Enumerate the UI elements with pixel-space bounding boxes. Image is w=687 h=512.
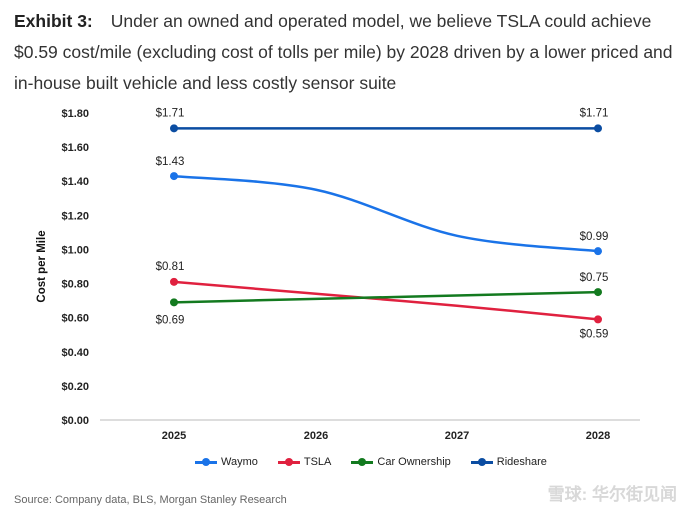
data-point xyxy=(594,315,602,324)
y-tick-label: $1.60 xyxy=(61,142,89,154)
legend-marker xyxy=(284,458,293,466)
x-tick-label: 2026 xyxy=(304,430,328,442)
y-tick-label: $0.00 xyxy=(61,415,89,427)
y-tick-label: $0.80 xyxy=(61,279,89,291)
series-line-waymo xyxy=(173,174,599,253)
data-point xyxy=(170,298,178,307)
series-line-car-ownership xyxy=(173,290,599,304)
y-axis-label: Cost per Mile xyxy=(36,230,48,302)
line-chart: $0.00 $0.20 $0.40 $0.60 $0.80 $1.00 $1.20 $1.40… xyxy=(36,107,640,442)
data-label: $0.59 xyxy=(580,328,609,340)
x-tick-label: 2027 xyxy=(445,430,469,442)
chart-legend: Waymo TSLA Car Ownership Rideshare xyxy=(195,456,547,468)
x-tick-label: 2025 xyxy=(162,430,186,442)
chart-title: Exhibit 3: Under an owned and operated mo… xyxy=(14,6,682,99)
title-text: Under an owned and operated model, we be… xyxy=(14,11,673,93)
series-line-tsla xyxy=(173,280,599,321)
legend-marker xyxy=(477,458,486,466)
y-tick-label: $0.40 xyxy=(61,347,89,359)
legend-swatch xyxy=(351,457,374,467)
x-tick-label: 2028 xyxy=(586,430,610,442)
data-point xyxy=(594,247,602,256)
legend-item: Waymo xyxy=(195,456,258,468)
watermark: 雪球: 华尔街见闻 xyxy=(547,485,677,504)
data-label: $0.75 xyxy=(580,272,609,284)
legend-label: Car Ownership xyxy=(377,456,451,468)
legend-item: Rideshare xyxy=(470,456,547,468)
data-label: $0.81 xyxy=(156,261,185,273)
y-tick-label: $0.60 xyxy=(61,313,89,325)
legend-item: TSLA xyxy=(277,456,332,468)
data-point xyxy=(170,277,178,286)
data-point xyxy=(594,124,602,133)
legend-swatch xyxy=(470,457,493,467)
data-label: $1.71 xyxy=(580,107,609,119)
legend-label: TSLA xyxy=(303,456,332,468)
y-tick-label: $1.00 xyxy=(61,244,89,256)
legend-swatch xyxy=(277,457,300,467)
y-tick-label: $1.80 xyxy=(61,108,89,120)
data-label: $0.99 xyxy=(580,231,609,243)
data-point xyxy=(170,124,178,133)
data-label: $1.43 xyxy=(156,156,185,168)
y-tick-label: $0.20 xyxy=(61,381,89,393)
legend-label: Waymo xyxy=(221,456,258,468)
y-tick-label: $1.20 xyxy=(61,210,89,222)
legend-item: Car Ownership xyxy=(351,456,451,468)
legend-marker xyxy=(202,458,210,466)
source-note: Source: Company data, BLS, Morgan Stanle… xyxy=(14,494,287,506)
data-point xyxy=(594,288,602,297)
legend-marker xyxy=(358,458,367,466)
y-tick-label: $1.40 xyxy=(61,176,89,188)
data-point xyxy=(170,172,178,181)
data-label: $0.69 xyxy=(156,314,185,326)
legend-swatch xyxy=(195,457,217,467)
data-label: $1.71 xyxy=(156,107,185,119)
exhibit-label: Exhibit 3: xyxy=(14,11,93,31)
legend-label: Rideshare xyxy=(496,456,547,468)
